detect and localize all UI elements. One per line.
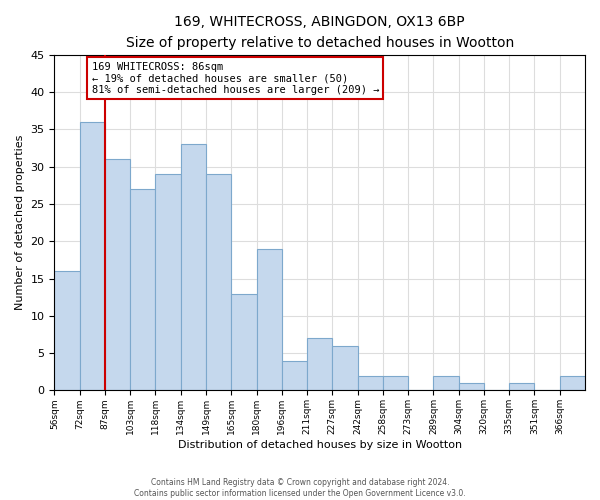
Bar [282, 360, 307, 390]
X-axis label: Distribution of detached houses by size in Wootton: Distribution of detached houses by size … [178, 440, 462, 450]
Bar [383, 376, 408, 390]
Bar [458, 383, 484, 390]
Text: 169 WHITECROSS: 86sqm
← 19% of detached houses are smaller (50)
81% of semi-deta: 169 WHITECROSS: 86sqm ← 19% of detached … [92, 62, 379, 95]
Bar [231, 294, 257, 390]
Text: Contains HM Land Registry data © Crown copyright and database right 2024.
Contai: Contains HM Land Registry data © Crown c… [134, 478, 466, 498]
Bar [433, 376, 458, 390]
Bar [560, 376, 585, 390]
Bar [509, 383, 535, 390]
Bar [155, 174, 181, 390]
Bar [130, 189, 155, 390]
Bar [358, 376, 383, 390]
Y-axis label: Number of detached properties: Number of detached properties [15, 135, 25, 310]
Bar [80, 122, 105, 390]
Bar [332, 346, 358, 391]
Bar [307, 338, 332, 390]
Title: 169, WHITECROSS, ABINGDON, OX13 6BP
Size of property relative to detached houses: 169, WHITECROSS, ABINGDON, OX13 6BP Size… [125, 15, 514, 50]
Bar [105, 160, 130, 390]
Bar [206, 174, 231, 390]
Bar [55, 271, 80, 390]
Bar [257, 249, 282, 390]
Bar [181, 144, 206, 390]
